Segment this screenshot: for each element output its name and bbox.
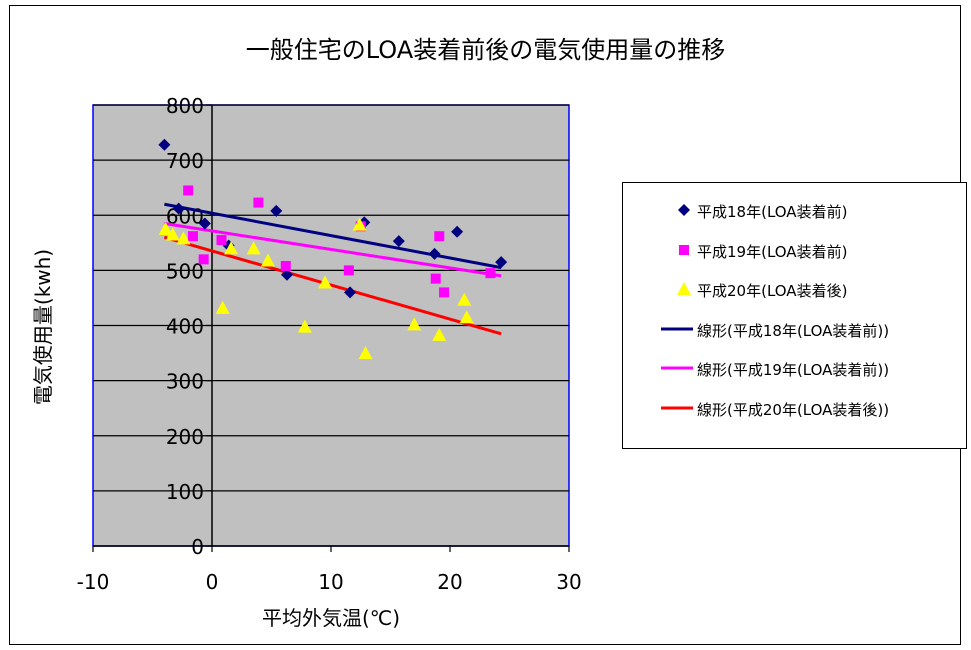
data-point-series-1 (451, 225, 464, 238)
data-point-series-3 (260, 253, 275, 267)
trendlines (163, 202, 502, 336)
data-point-series-2 (280, 260, 291, 271)
legend-symbol (661, 366, 693, 370)
data-point-series-1 (158, 138, 171, 151)
x-tick-label: 30 (556, 570, 581, 594)
legend-label: 平成18年(LOA装着前) (697, 203, 848, 221)
data-point-series-2 (187, 231, 198, 242)
x-tick-label: 20 (437, 570, 462, 594)
data-point-series-1 (280, 268, 293, 281)
legend-item-trendline-1: 線形(平成18年(LOA装着前)) (623, 315, 968, 345)
y-tick-label: 300 (166, 370, 204, 394)
x-tick-label: 0 (206, 570, 219, 594)
y-tick-label: 500 (166, 259, 204, 283)
data-point-series-1 (198, 217, 211, 230)
data-point-series-3 (318, 275, 333, 289)
legend-marker (679, 244, 689, 255)
x-axis-label: 平均外気温(℃) (262, 606, 400, 630)
data-point-series-3 (432, 327, 447, 341)
y-axis-label: 電気使用量(kwh) (31, 249, 55, 405)
data-point-series-2 (253, 197, 264, 208)
data-point-series-3 (215, 300, 230, 314)
data-point-series-1 (344, 286, 357, 299)
legend-symbol (677, 282, 691, 295)
legend-item-series-2: 平成19年(LOA装着前) (623, 236, 968, 266)
legend-item-trendline-2: 線形(平成19年(LOA装着前)) (623, 354, 968, 384)
trendline-3 (163, 235, 502, 336)
y-tick-label: 100 (166, 480, 204, 504)
data-point-series-3 (246, 241, 261, 255)
trendline-1 (164, 202, 502, 270)
data-point-series-1 (270, 204, 283, 217)
legend-marker (677, 282, 691, 295)
data-point-series-3 (457, 292, 472, 306)
chart-title: 一般住宅のLOA装着前後の電気使用量の推移 (245, 36, 726, 64)
x-axis-ticks: -10 0 10 20 30 (77, 570, 582, 594)
legend-label: 平成19年(LOA装着前) (697, 242, 848, 261)
data-point-series-3 (165, 227, 180, 241)
legend-symbol (679, 244, 689, 255)
data-point-series-3 (176, 231, 191, 245)
y-tick-label: 0 (191, 535, 204, 559)
trendline-2 (164, 222, 502, 278)
legend-symbol (661, 406, 693, 409)
legend-item-series-3: 平成20年(LOA装着後) (623, 275, 968, 305)
y-tick-label: 400 (166, 315, 204, 339)
data-point-series-3 (224, 241, 239, 255)
y-tick-label: 200 (166, 425, 204, 449)
x-tick-label: -10 (77, 570, 110, 594)
data-point-series-1 (392, 235, 405, 248)
data-point-series-2 (198, 254, 209, 265)
data-point-series-2 (430, 273, 441, 284)
legend-item-series-1: 平成18年(LOA装着前) (623, 196, 968, 226)
legend: 平成18年(LOA装着前) 平成19年(LOA装着前) 平成20年(LOA装着後) 線… (622, 182, 967, 449)
data-point-series-3 (459, 310, 474, 324)
legend-item-trendline-3: 線形(平成20年(LOA装着後)) (623, 394, 968, 424)
data-point-series-3 (358, 346, 373, 360)
y-tick-label: 700 (166, 149, 204, 173)
data-point-series-2 (439, 287, 450, 298)
data-point-series-1 (495, 256, 508, 269)
legend-symbol (678, 204, 690, 216)
data-point-series-3 (158, 222, 173, 236)
data-point-series-2 (343, 265, 354, 276)
legend-label: 線形(平成19年(LOA装着前)) (697, 361, 890, 379)
data-points (158, 138, 508, 360)
data-point-series-1 (172, 202, 185, 215)
data-point-series-3 (297, 319, 312, 333)
data-point-series-2 (434, 231, 445, 242)
data-point-series-2 (216, 235, 227, 246)
legend-label: 線形(平成18年(LOA装着前)) (697, 321, 890, 340)
data-point-series-2 (485, 268, 496, 279)
legend-symbol (661, 327, 693, 330)
legend-marker (678, 204, 690, 216)
data-point-series-1 (428, 247, 441, 260)
data-point-series-3 (352, 217, 367, 231)
data-point-series-2 (183, 185, 194, 196)
legend-label: 平成20年(LOA装着後) (697, 282, 848, 300)
data-point-series-3 (407, 317, 422, 331)
y-tick-label: 800 (166, 94, 204, 118)
plot-area (92, 104, 570, 552)
x-tick-label: 10 (318, 570, 343, 594)
legend-label: 線形(平成20年(LOA装着後)) (697, 400, 890, 419)
